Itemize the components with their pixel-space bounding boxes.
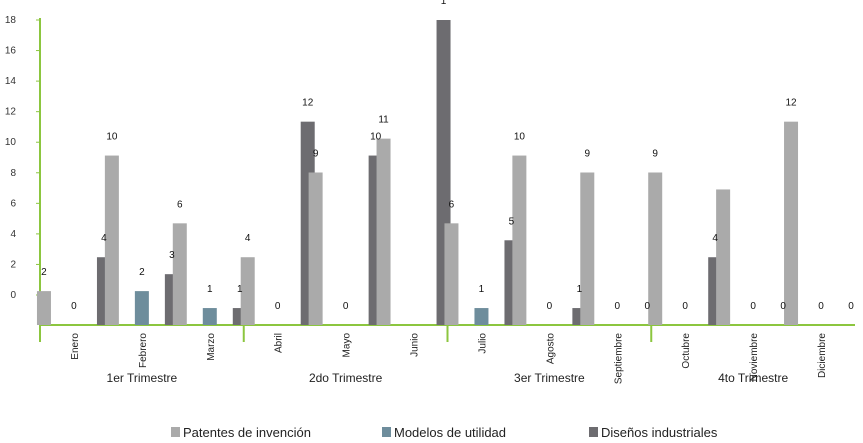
y-tick-label: 4	[10, 229, 16, 240]
x-category-label: Julio	[477, 333, 488, 354]
data-label: 11	[378, 115, 389, 126]
y-tick-label: 14	[5, 76, 17, 87]
data-label: 0	[615, 301, 621, 312]
legend-swatch	[589, 427, 598, 437]
bar	[104, 155, 119, 325]
bar	[240, 257, 255, 325]
y-tick-label: 0	[10, 290, 16, 301]
bar	[512, 155, 527, 325]
data-label: 0	[750, 301, 756, 312]
bar	[376, 138, 391, 325]
x-category-label: Noviembre	[749, 333, 760, 382]
bar	[648, 172, 663, 325]
data-label: 0	[275, 301, 281, 312]
x-axis-labels: Enero Febrero Marzo Abril Mayo Junio Julio Agos…	[70, 333, 828, 385]
data-label: 1	[237, 284, 243, 295]
bar	[444, 223, 459, 325]
data-label: 1	[479, 284, 485, 295]
y-tick-label: 16	[5, 46, 17, 57]
data-label: 1	[577, 284, 583, 295]
x-category-label: Agosto	[545, 333, 556, 365]
data-label: 10	[106, 132, 118, 143]
data-label: 0	[547, 301, 553, 312]
x-group-label: 1er Trimestre	[107, 371, 178, 385]
data-label: 0	[818, 301, 824, 312]
data-label: 3	[169, 250, 175, 261]
y-tick-label: 12	[5, 107, 17, 118]
data-label: 10	[370, 132, 382, 143]
data-label: 6	[449, 199, 455, 210]
data-label: 9	[652, 149, 658, 160]
legend-label: Diseños industriales	[601, 425, 718, 440]
data-label: 2	[139, 267, 145, 278]
chart-legend: Patentes de invención Modelos de utilidad…	[171, 425, 718, 440]
bar	[474, 308, 489, 325]
data-label: 1	[207, 284, 213, 295]
data-label: 0	[71, 301, 77, 312]
x-category-label: Mayo	[342, 333, 353, 358]
x-group-label: 2do Trimestre	[309, 371, 383, 385]
y-tick-label: 2	[10, 259, 16, 270]
legend-swatch	[171, 427, 180, 437]
data-label: 0	[343, 301, 349, 312]
data-label: 2	[41, 267, 47, 278]
data-label: 5	[509, 216, 515, 227]
chart-bars	[36, 20, 799, 326]
x-category-label: Diciembre	[817, 333, 828, 378]
bar	[202, 308, 217, 325]
y-tick-label: 6	[10, 198, 16, 209]
bar	[134, 291, 149, 325]
y-tick-label: 18	[5, 15, 17, 26]
data-label: 0	[682, 301, 688, 312]
data-label: 9	[585, 149, 591, 160]
data-label: 4	[245, 233, 251, 244]
x-category-label: Abril	[274, 333, 285, 353]
legend-label: Patentes de invención	[183, 425, 311, 440]
data-label: 4	[101, 233, 107, 244]
data-label: 0	[848, 301, 854, 312]
y-tick-label: 8	[10, 168, 16, 179]
bar	[172, 223, 187, 325]
x-group-label: 3er Trimestre	[514, 371, 585, 385]
data-label: 1	[441, 0, 447, 7]
x-group-label: 4to Trimestre	[718, 371, 788, 385]
data-label: 12	[302, 98, 314, 109]
bar	[308, 172, 323, 325]
x-category-label: Febrero	[138, 333, 149, 368]
x-category-label: Junio	[410, 333, 421, 357]
bar	[716, 189, 731, 325]
x-category-label: Septiembre	[613, 333, 624, 385]
bar	[784, 121, 799, 326]
bar	[580, 172, 595, 325]
x-category-label: Marzo	[206, 333, 217, 361]
legend-label: Modelos de utilidad	[394, 425, 506, 440]
legend-swatch	[382, 427, 391, 437]
data-label: 4	[712, 233, 718, 244]
data-label: 0	[645, 301, 651, 312]
data-label: 9	[313, 149, 319, 160]
x-category-label: Octubre	[681, 333, 692, 369]
data-label: 6	[177, 199, 183, 210]
data-label: 10	[514, 132, 526, 143]
data-label: 12	[785, 98, 797, 109]
data-label: 0	[780, 301, 786, 312]
y-tick-label: 10	[5, 137, 17, 148]
x-category-label: Enero	[70, 333, 81, 360]
bar	[36, 291, 51, 325]
